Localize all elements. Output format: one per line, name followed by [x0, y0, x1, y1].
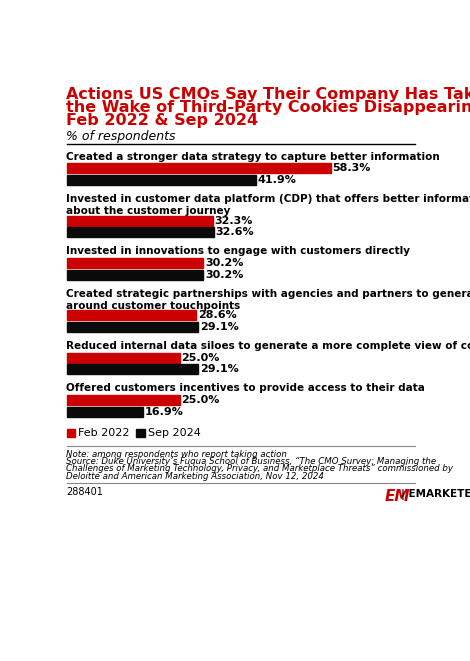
Text: 288401: 288401 [66, 487, 103, 498]
Text: 29.1%: 29.1% [200, 322, 239, 332]
Text: 30.2%: 30.2% [205, 270, 243, 280]
Bar [66, 270, 204, 280]
Text: 58.3%: 58.3% [332, 163, 370, 173]
Bar [66, 353, 180, 363]
Text: % of respondents: % of respondents [66, 130, 176, 143]
Bar [66, 322, 198, 332]
Text: Offered customers incentives to provide access to their data: Offered customers incentives to provide … [66, 383, 425, 393]
Text: Invested in customer data platform (CDP) that offers better information
about th: Invested in customer data platform (CDP)… [66, 194, 470, 216]
Text: 32.3%: 32.3% [214, 215, 253, 225]
Text: Source: Duke University’s Fuqua School of Business, “The CMO Survey: Managing th: Source: Duke University’s Fuqua School o… [66, 457, 437, 466]
Bar [66, 163, 330, 173]
Bar [66, 364, 198, 374]
Text: 16.9%: 16.9% [145, 407, 183, 416]
Text: 25.0%: 25.0% [181, 395, 219, 405]
Text: Sep 2024: Sep 2024 [148, 428, 201, 438]
Bar [136, 429, 145, 438]
Bar [66, 310, 196, 321]
Bar [66, 395, 180, 405]
Text: 30.2%: 30.2% [205, 258, 243, 268]
Bar [66, 175, 256, 185]
Text: 32.6%: 32.6% [216, 227, 254, 237]
Text: Actions US CMOs Say Their Company Has Taken in: Actions US CMOs Say Their Company Has Ta… [66, 87, 470, 102]
Text: Note: among respondents who report taking action: Note: among respondents who report takin… [66, 449, 287, 459]
Text: 29.1%: 29.1% [200, 364, 239, 374]
Text: Created a stronger data strategy to capture better information: Created a stronger data strategy to capt… [66, 152, 440, 162]
Bar [66, 215, 213, 225]
Text: Feb 2022 & Sep 2024: Feb 2022 & Sep 2024 [66, 113, 258, 128]
Text: the Wake of Third-Party Cookies Disappearing,: the Wake of Third-Party Cookies Disappea… [66, 100, 470, 115]
Bar [66, 407, 143, 416]
Bar [66, 258, 204, 268]
Text: | EMARKETER: | EMARKETER [401, 489, 470, 500]
Text: 25.0%: 25.0% [181, 353, 219, 363]
Text: Deloitte and American Marketing Association, Nov 12, 2024: Deloitte and American Marketing Associat… [66, 472, 324, 481]
Text: 28.6%: 28.6% [197, 310, 236, 321]
Text: Created strategic partnerships with agencies and partners to generate data
aroun: Created strategic partnerships with agen… [66, 289, 470, 311]
Text: Invested in innovations to engage with customers directly: Invested in innovations to engage with c… [66, 247, 410, 256]
Text: 41.9%: 41.9% [258, 175, 297, 185]
Bar [66, 429, 75, 438]
Text: Challenges of Marketing Technology, Privacy, and Marketplace Threats” commission: Challenges of Marketing Technology, Priv… [66, 464, 454, 473]
Text: EM: EM [384, 489, 410, 504]
Bar [66, 227, 214, 237]
Text: Reduced internal data siloes to generate a more complete view of consumers: Reduced internal data siloes to generate… [66, 341, 470, 351]
Text: Feb 2022: Feb 2022 [78, 428, 130, 438]
